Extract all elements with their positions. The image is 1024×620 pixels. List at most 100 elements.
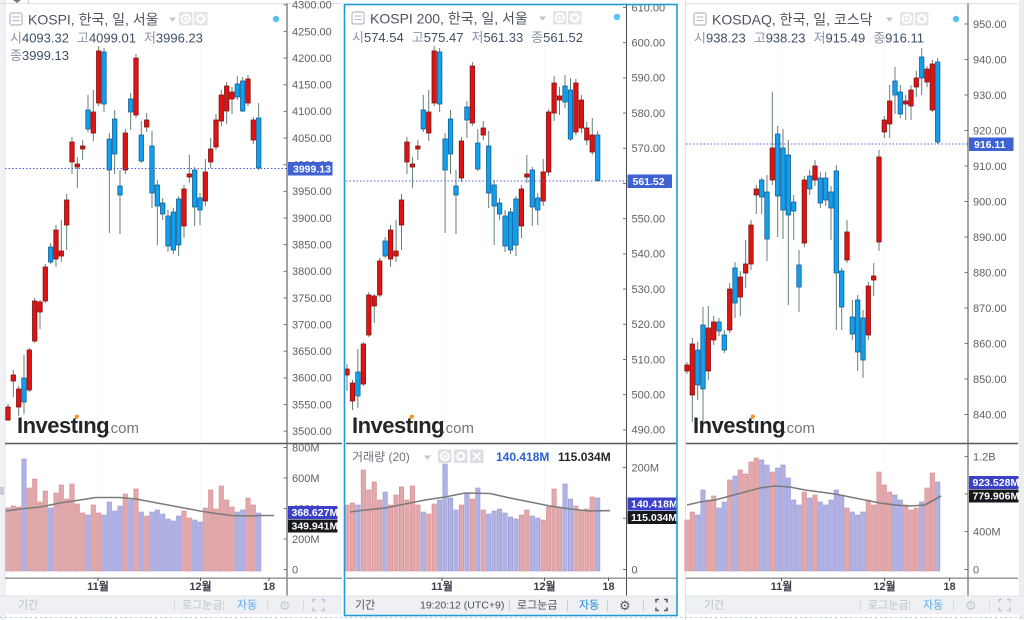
svg-text:|: | — [566, 600, 569, 612]
svg-text:590.00: 590.00 — [632, 73, 666, 85]
svg-text:|: | — [173, 600, 176, 612]
svg-text:|: | — [988, 600, 991, 612]
svg-text:.com: .com — [107, 420, 140, 437]
svg-text:⚙: ⚙ — [965, 598, 977, 613]
svg-text:900.00: 900.00 — [973, 196, 1007, 208]
svg-text:19:20:12 (UTC+9): 19:20:12 (UTC+9) — [420, 600, 504, 612]
svg-text:0: 0 — [973, 564, 979, 576]
svg-text:200M: 200M — [292, 534, 320, 546]
svg-text:⚙: ⚙ — [619, 598, 631, 613]
svg-text:580.00: 580.00 — [632, 108, 666, 120]
svg-text:561.52: 561.52 — [633, 176, 665, 188]
svg-text:|: | — [859, 600, 862, 612]
svg-text:500.00: 500.00 — [632, 390, 666, 402]
svg-text:530.00: 530.00 — [632, 284, 666, 296]
svg-text:|: | — [908, 600, 911, 612]
svg-text:자동: 자동 — [579, 599, 599, 612]
svg-text:550.00: 550.00 — [632, 214, 666, 226]
svg-text:200M: 200M — [632, 462, 660, 474]
svg-text:368.627M: 368.627M — [292, 507, 339, 519]
svg-text:510.00: 510.00 — [632, 354, 666, 366]
svg-text:4100.00: 4100.00 — [292, 106, 332, 118]
svg-text:930.00: 930.00 — [973, 90, 1007, 102]
svg-text:|: | — [642, 600, 645, 612]
svg-text:11월: 11월 — [87, 579, 109, 593]
svg-text:349.941M: 349.941M — [292, 521, 339, 533]
svg-text:0: 0 — [292, 564, 298, 576]
svg-text:기간: 기간 — [355, 599, 375, 612]
svg-text:115.034M: 115.034M — [631, 512, 677, 524]
svg-text:.com: .com — [783, 420, 816, 437]
svg-text:800M: 800M — [292, 442, 320, 454]
svg-text:3650.00: 3650.00 — [292, 346, 332, 358]
svg-text:860.00: 860.00 — [973, 338, 1007, 350]
svg-text:910.00: 910.00 — [973, 161, 1007, 173]
svg-text:3800.00: 3800.00 — [292, 266, 332, 278]
svg-text:로그눈금: 로그눈금 — [868, 599, 908, 612]
svg-text:3999.13: 3999.13 — [293, 164, 331, 176]
svg-text:3700.00: 3700.00 — [292, 319, 332, 331]
svg-text:840.00: 840.00 — [973, 409, 1007, 421]
svg-text:|: | — [302, 600, 305, 612]
svg-text:490.00: 490.00 — [632, 425, 666, 437]
svg-text:880.00: 880.00 — [973, 267, 1007, 279]
svg-text:|: | — [606, 600, 609, 612]
svg-text:140.418M: 140.418M — [631, 499, 678, 511]
svg-text:종3999.13: 종3999.13 — [10, 48, 69, 63]
svg-text:923.528M: 923.528M — [973, 477, 1020, 489]
svg-text:115.034M: 115.034M — [558, 450, 611, 464]
svg-text:로그눈금: 로그눈금 — [182, 599, 222, 612]
svg-text:11월: 11월 — [431, 579, 453, 593]
svg-text:870.00: 870.00 — [973, 303, 1007, 315]
svg-text:3550.00: 3550.00 — [292, 399, 332, 411]
svg-text:570.00: 570.00 — [632, 143, 666, 155]
svg-text:140.418M: 140.418M — [496, 450, 549, 464]
svg-text:|: | — [222, 600, 225, 612]
svg-text:자동: 자동 — [923, 599, 943, 612]
svg-text:916.11: 916.11 — [974, 139, 1006, 151]
svg-text:0: 0 — [632, 564, 638, 576]
svg-text:거래량 (20): 거래량 (20) — [352, 450, 410, 464]
svg-text:Investıng: Investıng — [17, 413, 109, 438]
svg-text:4050.00: 4050.00 — [292, 133, 332, 145]
svg-text:1.2B: 1.2B — [973, 451, 996, 463]
svg-text:3900.00: 3900.00 — [292, 213, 332, 225]
svg-text:600M: 600M — [292, 473, 320, 485]
svg-text:로그눈금: 로그눈금 — [517, 599, 557, 612]
svg-text:18: 18 — [943, 581, 955, 593]
svg-text:KOSPI, 한국, 일, 서울: KOSPI, 한국, 일, 서울 — [28, 12, 159, 28]
svg-text:4200.00: 4200.00 — [292, 53, 332, 65]
svg-text:850.00: 850.00 — [973, 374, 1007, 386]
svg-text:KOSDAQ, 한국, 일, 코스닥: KOSDAQ, 한국, 일, 코스닥 — [712, 12, 873, 28]
svg-text:기간: 기간 — [18, 599, 38, 612]
svg-text:18: 18 — [602, 581, 614, 593]
svg-text:12월: 12월 — [873, 579, 895, 593]
svg-text:400M: 400M — [973, 526, 1001, 538]
svg-text:540.00: 540.00 — [632, 249, 666, 261]
svg-text:기간: 기간 — [704, 599, 724, 612]
svg-text:4250.00: 4250.00 — [292, 26, 332, 38]
svg-text:779.906M: 779.906M — [973, 491, 1020, 503]
svg-text:|: | — [266, 600, 269, 612]
svg-text:|: | — [952, 600, 955, 612]
svg-text:Investıng: Investıng — [693, 413, 785, 438]
svg-text:600.00: 600.00 — [632, 38, 666, 50]
svg-text:18: 18 — [263, 581, 275, 593]
svg-text:920.00: 920.00 — [973, 125, 1007, 137]
svg-text:3850.00: 3850.00 — [292, 239, 332, 251]
svg-text:3500.00: 3500.00 — [292, 426, 332, 438]
svg-text:890.00: 890.00 — [973, 232, 1007, 244]
svg-text:3750.00: 3750.00 — [292, 293, 332, 305]
svg-text:4150.00: 4150.00 — [292, 80, 332, 92]
svg-text:12월: 12월 — [189, 579, 211, 593]
svg-text:자동: 자동 — [237, 599, 257, 612]
svg-text:11월: 11월 — [771, 579, 793, 593]
svg-text:|: | — [508, 600, 511, 612]
svg-text:KOSPI 200, 한국, 일, 서울: KOSPI 200, 한국, 일, 서울 — [370, 11, 528, 27]
svg-text:4300.00: 4300.00 — [292, 0, 332, 12]
svg-text:940.00: 940.00 — [973, 54, 1007, 66]
svg-text:3950.00: 3950.00 — [292, 186, 332, 198]
